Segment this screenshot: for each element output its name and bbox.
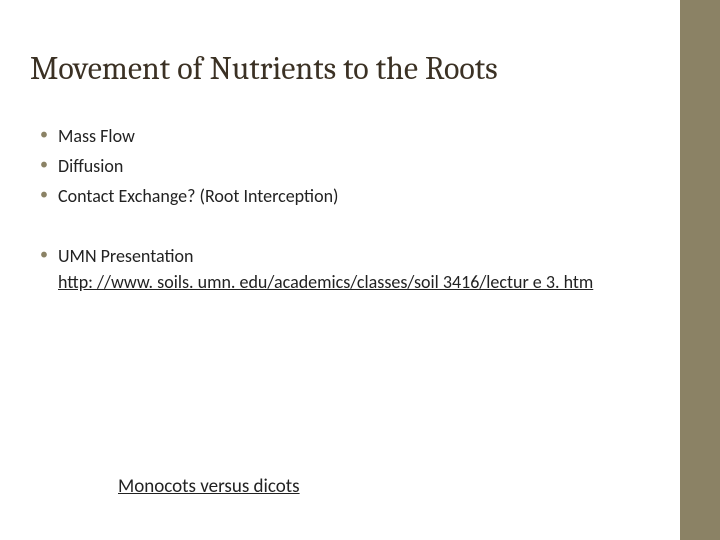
footer-link[interactable]: Monocots versus dicots [118, 475, 300, 498]
bullet-item-link: UMN Presentation http: //www. soils. umn… [30, 243, 650, 295]
spacer [30, 213, 650, 243]
bullet-item: Diffusion [30, 153, 650, 179]
bullet-list-2: UMN Presentation http: //www. soils. umn… [30, 243, 650, 295]
bullet-item: Mass Flow [30, 123, 650, 149]
slide-title: Movement of Nutrients to the Roots [30, 50, 650, 87]
accent-sidebar [680, 0, 720, 540]
bullet-item: Contact Exchange? (Root Interception) [30, 183, 650, 209]
presentation-link[interactable]: http: //www. soils. umn. edu/academics/c… [58, 271, 593, 293]
bullet-list: Mass Flow Diffusion Contact Exchange? (R… [30, 123, 650, 209]
bullet-label: UMN Presentation [58, 245, 193, 267]
slide-content: Movement of Nutrients to the Roots Mass … [0, 0, 680, 540]
